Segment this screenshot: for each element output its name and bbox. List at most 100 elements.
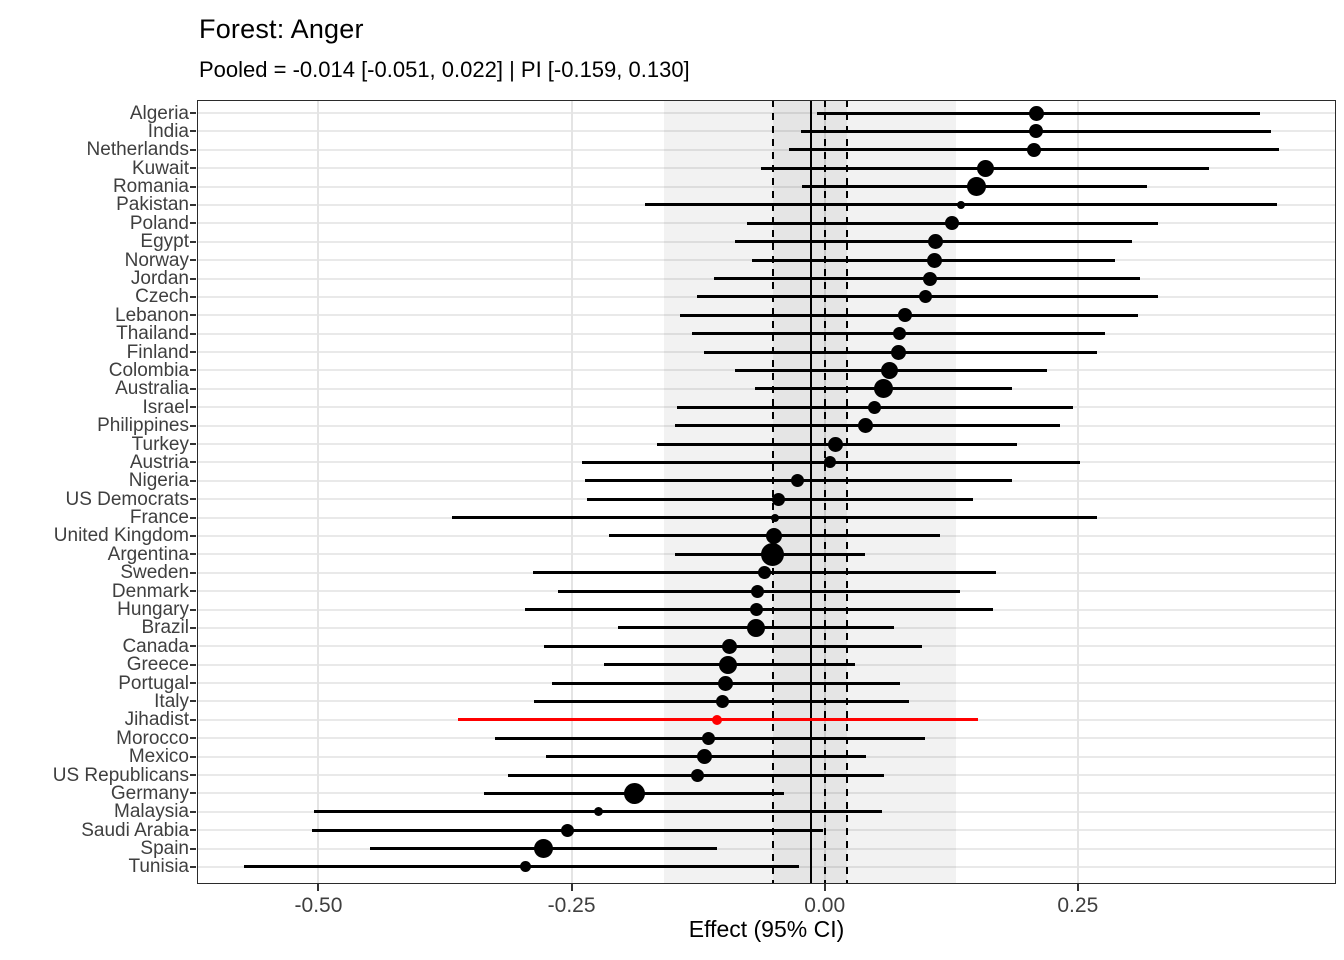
- y-axis-label: US Republicans: [52, 764, 189, 786]
- effect-dot: [750, 603, 764, 617]
- y-axis-label: Sweden: [120, 562, 189, 584]
- effect-dot: [967, 177, 987, 197]
- y-axis-label: Norway: [124, 249, 189, 271]
- effect-dot: [1027, 142, 1042, 157]
- y-axis-tick: [190, 663, 196, 666]
- effect-dot: [722, 638, 738, 654]
- effect-dot: [696, 749, 712, 765]
- x-axis-title: Effect (95% CI): [688, 916, 845, 942]
- y-axis-label: Mexico: [128, 746, 189, 768]
- y-axis-tick: [190, 571, 196, 574]
- x-axis-tick: [1076, 884, 1079, 891]
- effect-dot: [766, 527, 783, 544]
- y-axis-label: Argentina: [107, 543, 189, 565]
- v-gridline: [317, 100, 320, 884]
- y-axis-tick: [190, 829, 196, 832]
- effect-dot: [977, 159, 995, 177]
- y-axis-tick: [190, 718, 196, 721]
- y-axis-tick: [190, 626, 196, 629]
- y-axis-label: United Kingdom: [53, 525, 189, 547]
- effect-dot: [717, 675, 733, 691]
- h-gridline: [197, 847, 1336, 850]
- y-axis-tick: [190, 737, 196, 740]
- pooled-estimate-line: [809, 100, 812, 884]
- v-gridline: [570, 100, 573, 884]
- y-axis-tick: [190, 534, 196, 537]
- y-axis-label: Australia: [115, 378, 189, 400]
- y-axis-label: Pakistan: [116, 194, 189, 216]
- y-axis-label: Germany: [110, 782, 189, 804]
- effect-dot: [594, 807, 604, 817]
- h-gridline: [197, 148, 1336, 151]
- y-axis-tick: [190, 259, 196, 262]
- x-axis-tick-label: -0.25: [547, 894, 596, 917]
- y-axis-label: Finland: [126, 341, 189, 363]
- y-axis-tick: [190, 847, 196, 850]
- effect-dot: [771, 492, 785, 506]
- y-axis-label: Malaysia: [114, 801, 189, 823]
- y-axis-tick: [190, 130, 196, 133]
- y-axis-tick: [190, 185, 196, 188]
- y-axis-tick: [190, 222, 196, 225]
- effect-dot: [519, 861, 531, 873]
- effect-dot: [746, 618, 765, 637]
- y-axis-label: Saudi Arabia: [81, 819, 189, 841]
- y-axis-label: Jordan: [130, 268, 189, 289]
- x-axis-tick: [317, 884, 320, 891]
- y-axis-tick: [190, 461, 196, 464]
- effect-dot: [893, 327, 907, 341]
- x-axis-tick-label: 0.25: [1057, 894, 1099, 917]
- y-axis-label: Greece: [126, 654, 189, 676]
- effect-dot: [823, 456, 836, 469]
- dashed-reference-line: [845, 100, 848, 884]
- y-axis-label: Lebanon: [115, 304, 189, 326]
- effect-dot: [957, 200, 966, 209]
- y-axis-tick: [190, 516, 196, 519]
- y-axis-label: Israel: [142, 396, 189, 418]
- x-axis-tick: [570, 884, 573, 891]
- y-axis-tick: [190, 424, 196, 427]
- y-axis-tick: [190, 700, 196, 703]
- y-axis-tick: [190, 387, 196, 390]
- y-axis-tick: [190, 240, 196, 243]
- y-axis-label: Denmark: [111, 580, 189, 602]
- effect-dot: [919, 290, 933, 304]
- y-axis-label: US Democrats: [65, 488, 189, 510]
- y-axis-tick: [190, 645, 196, 648]
- chart-title: Forest: Anger: [199, 14, 364, 44]
- effect-dot: [867, 400, 881, 414]
- y-axis-tick: [190, 865, 196, 868]
- y-axis-label: Italy: [154, 690, 189, 712]
- effect-dot: [945, 216, 960, 231]
- y-axis-label: Jihadist: [124, 709, 189, 731]
- dashed-reference-line: [772, 100, 775, 884]
- effect-dot: [828, 436, 844, 452]
- y-axis-tick: [190, 203, 196, 206]
- effect-dot: [771, 513, 780, 522]
- y-axis-tick: [190, 112, 196, 114]
- y-axis-tick: [190, 810, 196, 813]
- effect-dot: [1028, 105, 1044, 121]
- effect-dot: [891, 344, 907, 360]
- y-axis-tick: [190, 755, 196, 758]
- y-axis-tick: [190, 332, 196, 335]
- v-gridline: [1076, 100, 1079, 884]
- y-axis-tick: [190, 479, 196, 482]
- y-axis-label: Nigeria: [128, 470, 189, 492]
- y-axis-label: France: [129, 507, 189, 529]
- effect-dot: [751, 584, 765, 598]
- y-axis-label: Kuwait: [131, 157, 189, 179]
- y-axis-tick: [190, 682, 196, 685]
- y-axis-tick: [190, 553, 196, 556]
- effect-dot: [718, 655, 737, 674]
- effect-dot: [758, 566, 772, 580]
- y-axis-label: Czech: [135, 286, 189, 308]
- effect-dot: [897, 308, 912, 323]
- y-axis-label: Colombia: [108, 359, 189, 381]
- y-axis-tick: [190, 792, 196, 795]
- effect-dot: [701, 731, 715, 745]
- y-axis-label: India: [147, 120, 189, 142]
- y-axis-label: Tunisia: [128, 856, 189, 878]
- y-axis-tick: [190, 406, 196, 409]
- effect-dot: [561, 823, 575, 837]
